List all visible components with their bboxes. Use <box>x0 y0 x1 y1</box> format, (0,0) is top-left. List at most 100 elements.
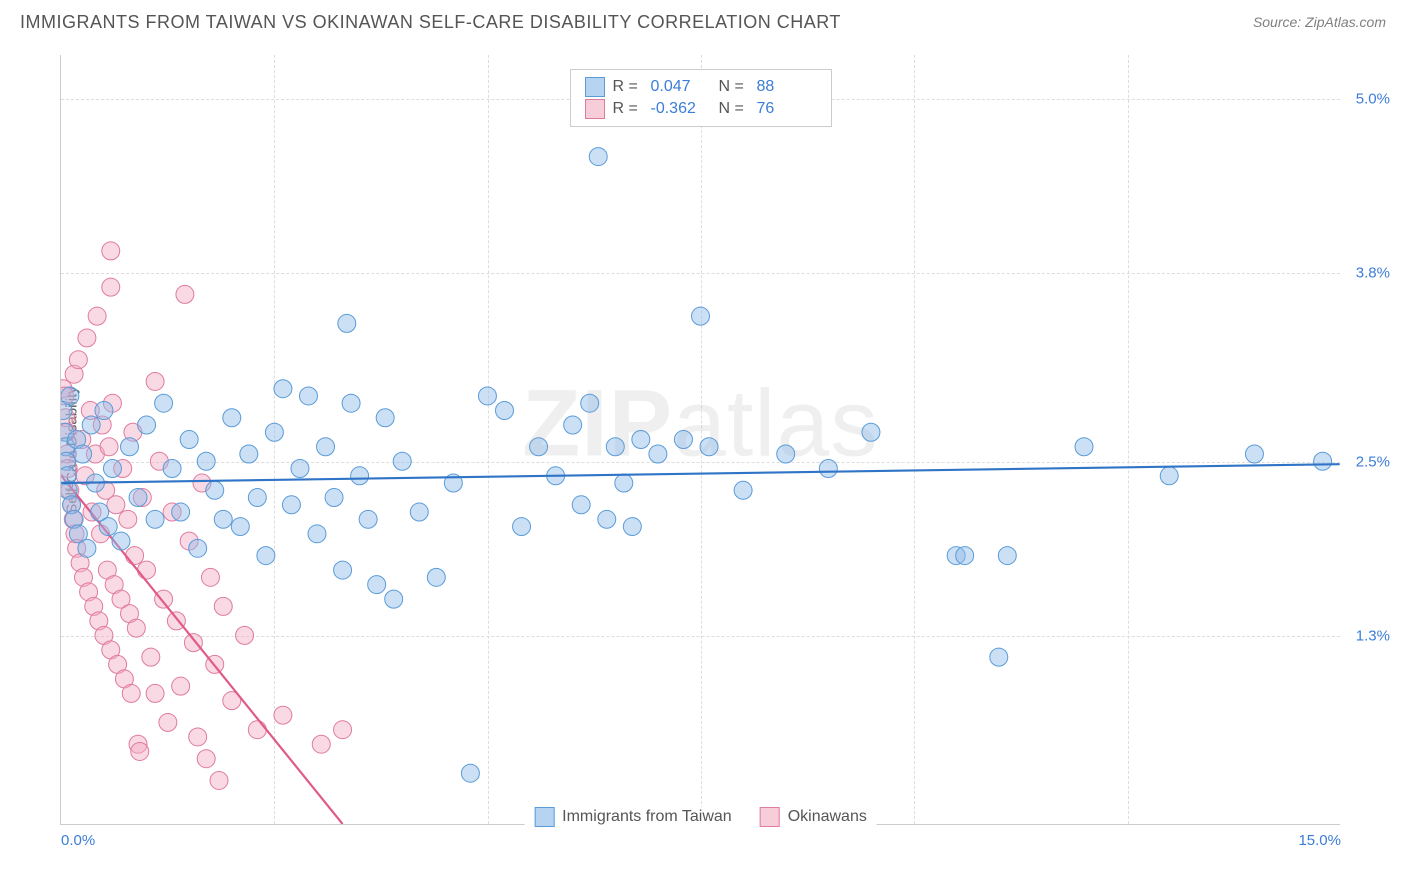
data-point <box>308 525 326 543</box>
data-point <box>1245 445 1263 463</box>
legend-swatch-b2 <box>760 807 780 827</box>
data-point <box>338 314 356 332</box>
plot-area: R = 0.047 N = 88 R = -0.362 N = 76 ZIPat… <box>60 55 1340 825</box>
data-point <box>564 416 582 434</box>
data-point <box>257 547 275 565</box>
data-point <box>1075 438 1093 456</box>
data-point <box>862 423 880 441</box>
y-tick-label: 5.0% <box>1356 90 1390 107</box>
plot-svg <box>61 55 1340 824</box>
data-point <box>78 329 96 347</box>
data-point <box>478 387 496 405</box>
data-point <box>138 416 156 434</box>
data-point <box>623 518 641 536</box>
data-point <box>265 423 283 441</box>
data-point <box>632 431 650 449</box>
data-point <box>119 510 137 528</box>
data-point <box>155 394 173 412</box>
data-point <box>240 445 258 463</box>
data-point <box>201 568 219 586</box>
data-point <box>1314 452 1332 470</box>
data-point <box>155 590 173 608</box>
chart-container: Self-Care Disability R = 0.047 N = 88 R … <box>50 45 1386 855</box>
trend-line <box>61 464 1339 483</box>
data-point <box>998 547 1016 565</box>
legend-correlation: R = 0.047 N = 88 R = -0.362 N = 76 <box>570 69 832 127</box>
data-point <box>359 510 377 528</box>
data-point <box>427 568 445 586</box>
data-point <box>334 721 352 739</box>
data-point <box>131 742 149 760</box>
data-point <box>956 547 974 565</box>
data-point <box>274 380 292 398</box>
legend-swatch-b <box>585 99 605 119</box>
data-point <box>138 561 156 579</box>
data-point <box>342 394 360 412</box>
legend-item-b: Okinawans <box>760 807 867 827</box>
data-point <box>61 387 79 405</box>
source-label: Source: ZipAtlas.com <box>1253 14 1386 30</box>
data-point <box>236 626 254 644</box>
data-point <box>189 539 207 557</box>
data-point <box>589 148 607 166</box>
data-point <box>410 503 428 521</box>
legend-row-b: R = -0.362 N = 76 <box>585 98 817 120</box>
y-tick-label: 1.3% <box>1356 628 1390 645</box>
y-tick-label: 2.5% <box>1356 453 1390 470</box>
legend-row-a: R = 0.047 N = 88 <box>585 76 817 98</box>
data-point <box>103 460 121 478</box>
data-point <box>99 518 117 536</box>
data-point <box>385 590 403 608</box>
r-value-a: 0.047 <box>651 78 711 96</box>
data-point <box>88 307 106 325</box>
data-point <box>121 438 139 456</box>
data-point <box>214 597 232 615</box>
data-point <box>291 460 309 478</box>
legend-label-b: Okinawans <box>788 808 867 826</box>
data-point <box>495 401 513 419</box>
data-point <box>176 285 194 303</box>
data-point <box>78 539 96 557</box>
x-tick-label: 0.0% <box>61 832 95 849</box>
data-point <box>197 750 215 768</box>
data-point <box>513 518 531 536</box>
data-point <box>102 278 120 296</box>
data-point <box>777 445 795 463</box>
x-tick-label: 15.0% <box>1298 832 1341 849</box>
data-point <box>180 431 198 449</box>
data-point <box>368 576 386 594</box>
data-point <box>146 684 164 702</box>
n-value-b: 76 <box>757 100 817 118</box>
data-point <box>317 438 335 456</box>
data-point <box>581 394 599 412</box>
data-point <box>206 481 224 499</box>
chart-title: IMMIGRANTS FROM TAIWAN VS OKINAWAN SELF-… <box>20 12 841 33</box>
data-point <box>700 438 718 456</box>
data-point <box>189 728 207 746</box>
data-point <box>615 474 633 492</box>
data-point <box>112 532 130 550</box>
data-point <box>334 561 352 579</box>
data-point <box>692 307 710 325</box>
r-value-b: -0.362 <box>651 100 711 118</box>
data-point <box>312 735 330 753</box>
data-point <box>325 489 343 507</box>
data-point <box>376 409 394 427</box>
data-point <box>461 764 479 782</box>
data-point <box>248 721 266 739</box>
data-point <box>210 771 228 789</box>
data-point <box>159 713 177 731</box>
data-point <box>82 416 100 434</box>
data-point <box>393 452 411 470</box>
legend-swatch-a <box>585 77 605 97</box>
data-point <box>231 518 249 536</box>
data-point <box>819 460 837 478</box>
data-point <box>734 481 752 499</box>
data-point <box>351 467 369 485</box>
data-point <box>1160 467 1178 485</box>
y-tick-label: 3.8% <box>1356 264 1390 281</box>
data-point <box>223 409 241 427</box>
data-point <box>248 489 266 507</box>
data-point <box>163 460 181 478</box>
legend-series: Immigrants from Taiwan Okinawans <box>524 807 877 827</box>
